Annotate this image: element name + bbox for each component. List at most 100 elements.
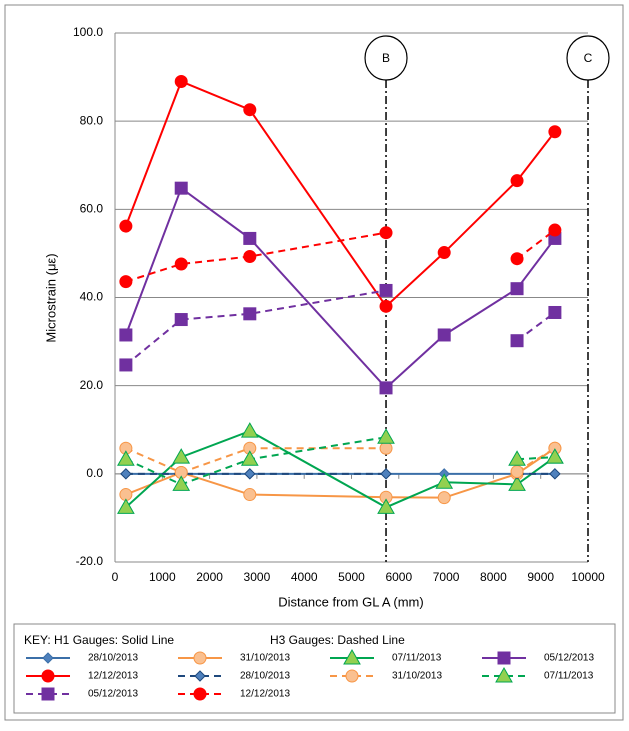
point — [546, 448, 564, 464]
x-tick-label: 3000 — [244, 570, 271, 584]
x-tick-label: 1000 — [149, 570, 176, 584]
point — [495, 666, 513, 683]
y-tick-label: 40.0 — [80, 290, 104, 304]
x-tick-label: 5000 — [338, 570, 365, 584]
point — [243, 488, 257, 502]
y-tick-label: -20.0 — [76, 554, 104, 568]
point — [510, 252, 524, 266]
point — [174, 181, 188, 195]
point — [42, 652, 54, 664]
point — [379, 283, 393, 297]
point — [240, 450, 259, 466]
x-tick-label: 0 — [112, 570, 119, 584]
point — [193, 651, 207, 665]
legend-label: 07/11/2013 — [544, 671, 594, 682]
legend-label: 12/12/2013 — [88, 671, 138, 682]
point — [379, 299, 393, 313]
point — [380, 468, 392, 480]
point — [243, 307, 257, 321]
x-axis-label: Distance from GL A (mm) — [278, 594, 423, 609]
point — [508, 450, 526, 466]
y-tick-label: 60.0 — [80, 202, 104, 216]
x-tick-label: 7000 — [433, 570, 460, 584]
annotation-label: B — [382, 51, 390, 65]
point — [193, 687, 207, 701]
legend-label: 05/12/2013 — [544, 653, 594, 664]
point — [119, 328, 133, 342]
x-tick-label: 10000 — [571, 570, 605, 584]
x-tick-label: 8000 — [480, 570, 507, 584]
point — [240, 422, 259, 438]
series-line — [125, 447, 387, 474]
point — [379, 226, 393, 240]
point — [377, 428, 395, 444]
legend-key: KEY: H1 Gauges: Solid Line — [24, 633, 174, 647]
legend-box — [13, 623, 616, 714]
point — [345, 669, 359, 683]
point — [379, 381, 393, 395]
legend-label: 28/10/2013 — [240, 671, 290, 682]
point — [41, 687, 55, 701]
x-tick-label: 9000 — [527, 570, 554, 584]
legend-key: H3 Gauges: Dashed Line — [270, 633, 405, 647]
point — [379, 441, 393, 455]
series — [119, 283, 562, 372]
point — [437, 491, 451, 505]
point — [174, 313, 188, 327]
legend-label: 31/10/2013 — [240, 653, 290, 664]
point — [510, 465, 524, 479]
point — [510, 282, 524, 296]
point — [243, 231, 257, 245]
series-line — [516, 456, 555, 461]
point — [343, 648, 361, 665]
x-tick-label: 6000 — [385, 570, 412, 584]
point — [510, 334, 524, 348]
series — [117, 428, 564, 491]
y-tick-label: 20.0 — [80, 378, 104, 392]
series-line — [125, 289, 387, 366]
annotation-circle — [566, 35, 610, 81]
point — [172, 475, 191, 491]
point — [377, 498, 395, 514]
point — [119, 275, 133, 289]
legend-label: 31/10/2013 — [392, 671, 442, 682]
point — [497, 651, 511, 665]
y-tick-label: 100.0 — [73, 25, 103, 39]
point — [41, 669, 55, 683]
annotation-label: C — [584, 51, 593, 65]
point — [437, 246, 451, 260]
point — [548, 125, 562, 139]
series — [119, 441, 562, 480]
point — [243, 250, 257, 264]
annotation-circle — [364, 35, 408, 81]
point — [244, 468, 256, 480]
series — [119, 223, 562, 289]
point — [549, 468, 561, 480]
point — [243, 103, 257, 117]
legend-label: 12/12/2013 — [240, 689, 290, 700]
chart-border — [4, 4, 624, 721]
x-tick-label: 4000 — [291, 570, 318, 584]
point — [174, 257, 188, 271]
y-tick-label: 80.0 — [80, 113, 104, 127]
point — [194, 670, 206, 682]
legend-label: 07/11/2013 — [392, 653, 442, 664]
point — [548, 305, 562, 319]
point — [510, 174, 524, 188]
point — [117, 450, 135, 466]
point — [548, 223, 562, 237]
point — [117, 498, 135, 514]
point — [119, 358, 133, 372]
legend-label: 28/10/2013 — [88, 653, 138, 664]
point — [174, 74, 188, 88]
point — [119, 219, 133, 233]
point — [435, 473, 454, 489]
point — [172, 448, 191, 464]
y-axis-label: Microstrain (με) — [43, 253, 58, 342]
series — [119, 74, 562, 313]
series — [119, 181, 562, 395]
point — [508, 475, 526, 491]
series-line — [516, 229, 556, 260]
point — [437, 328, 451, 342]
